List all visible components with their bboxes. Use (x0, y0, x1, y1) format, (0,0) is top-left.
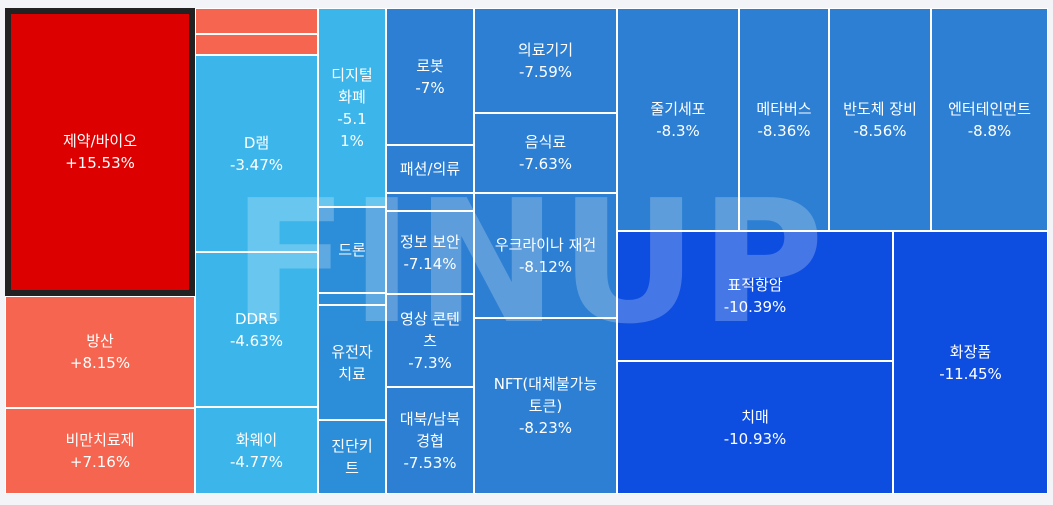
tile-sector-name: 제약/바이오 (62, 132, 138, 150)
treemap-tile[interactable]: 줄기세포 -8.3% (617, 8, 739, 231)
tile-sector-name: 대북/남북 경협 (399, 409, 461, 450)
treemap-tile[interactable]: 제약/바이오 +15.53% (5, 8, 195, 296)
treemap-tile[interactable]: NFT(대체불가능 토큰) -8.23% (474, 318, 617, 494)
tile-sector-name: 화웨이 (235, 430, 278, 449)
tile-change-value: -10.93% (723, 429, 787, 448)
tile-sector-name: 우크라이나 재건 (494, 235, 597, 254)
treemap-tile[interactable]: DDR5 -4.63% (195, 252, 318, 407)
tile-sector-name: 표적항암 (727, 276, 783, 294)
tile-change-value: +15.53% (65, 154, 135, 172)
treemap-tile[interactable]: 화장품 -11.45% (893, 231, 1048, 494)
tile-sector-name: 메타버스 (756, 99, 812, 118)
treemap-tile[interactable]: 음식료 -7.63% (474, 113, 617, 193)
tile-sector-name: D램 (243, 133, 270, 152)
tile-sector-name: 정보 보안 (400, 232, 460, 251)
treemap-tile[interactable]: 표적항암 -10.39% (617, 231, 893, 361)
treemap-tile[interactable]: 드론 (318, 207, 386, 293)
tile-sector-name: 영상 콘텐 츠 (400, 309, 460, 350)
tile-change-value: +7.16% (69, 453, 131, 471)
treemap-tile[interactable]: 반도체 장비 -8.56% (829, 8, 931, 231)
tile-sector-name: 유전자 치료 (331, 342, 373, 383)
tile-change-value: -7% (415, 78, 445, 97)
tile-sector-name: 반도체 장비 (843, 99, 917, 118)
treemap-tile[interactable]: 방산 +8.15% (5, 296, 195, 408)
tile-sector-name: 줄기세포 (650, 99, 706, 118)
tile-change-value: -11.45% (939, 364, 1002, 383)
treemap-tile[interactable]: 비만치료제 +7.16% (5, 408, 195, 494)
tile-sector-name: NFT(대체불가능 토큰) (493, 375, 598, 415)
tile-sector-name: 음식료 (524, 133, 567, 151)
tile-change-value: -7.63% (518, 155, 573, 173)
treemap-tile[interactable]: 진단키 트 (318, 420, 386, 494)
treemap-tile[interactable] (195, 34, 318, 55)
tile-sector-name: 디지털 화폐 (331, 65, 373, 106)
tile-change-value: -8.3% (656, 121, 700, 140)
treemap-tile[interactable]: 유전자 치료 (318, 305, 386, 420)
treemap-tile[interactable]: 로봇 -7% (386, 8, 474, 145)
tile-change-value: -4.63% (229, 331, 284, 350)
treemap-tile[interactable]: 패션/의류 (386, 145, 474, 193)
tile-sector-name: 치매 (741, 407, 769, 426)
tile-sector-name: 화장품 (949, 342, 992, 361)
tile-change-value: +8.15% (69, 354, 131, 372)
tile-change-value: -8.23% (518, 419, 573, 437)
tile-change-value: -4.77% (229, 452, 284, 471)
treemap-tile[interactable]: 우크라이나 재건 -8.12% (474, 193, 617, 318)
tile-change-value: -7.59% (518, 62, 573, 81)
tile-change-value: -8.56% (853, 121, 907, 140)
tile-sector-name: 의료기기 (517, 40, 574, 59)
treemap-tile[interactable]: 영상 콘텐 츠 -7.3% (386, 294, 474, 387)
tile-change-value: -8.12% (518, 257, 573, 276)
tile-sector-name: 로봇 (416, 56, 444, 75)
treemap-tile[interactable] (318, 293, 386, 305)
treemap-tile[interactable]: 화웨이 -4.77% (195, 407, 318, 494)
treemap-tile[interactable] (195, 8, 318, 34)
tile-change-value: -7.14% (403, 254, 457, 273)
treemap-tile[interactable]: 치매 -10.93% (617, 361, 893, 494)
tile-sector-name: 드론 (338, 241, 366, 259)
tile-sector-name: 엔터테인먼트 (948, 99, 1031, 118)
tile-sector-name: 방산 (86, 332, 114, 350)
tile-sector-name: 비만치료제 (65, 431, 135, 449)
treemap-tile[interactable]: 메타버스 -8.36% (739, 8, 829, 231)
tile-change-value: -8.8% (967, 121, 1012, 140)
tile-change-value: -7.53% (403, 453, 457, 472)
tile-change-value: -5.1 1% (337, 109, 367, 150)
treemap-tile[interactable] (386, 193, 474, 211)
treemap-tile[interactable]: 대북/남북 경협 -7.53% (386, 387, 474, 494)
tile-change-value: -10.39% (723, 298, 787, 316)
treemap-tile[interactable]: 엔터테인먼트 -8.8% (931, 8, 1048, 231)
treemap-tile[interactable]: D램 -3.47% (195, 55, 318, 252)
tile-sector-name: DDR5 (234, 309, 279, 328)
tile-change-value: -7.3% (408, 353, 452, 372)
treemap-tile[interactable]: 정보 보안 -7.14% (386, 211, 474, 294)
treemap-tile[interactable]: 디지털 화폐 -5.1 1% (318, 8, 386, 207)
tile-change-value: -3.47% (229, 155, 284, 174)
tile-sector-name: 진단키 트 (331, 437, 373, 477)
treemap-tile[interactable]: 의료기기 -7.59% (474, 8, 617, 113)
tile-sector-name: 패션/의류 (399, 160, 461, 178)
tile-change-value: -8.36% (757, 121, 811, 140)
